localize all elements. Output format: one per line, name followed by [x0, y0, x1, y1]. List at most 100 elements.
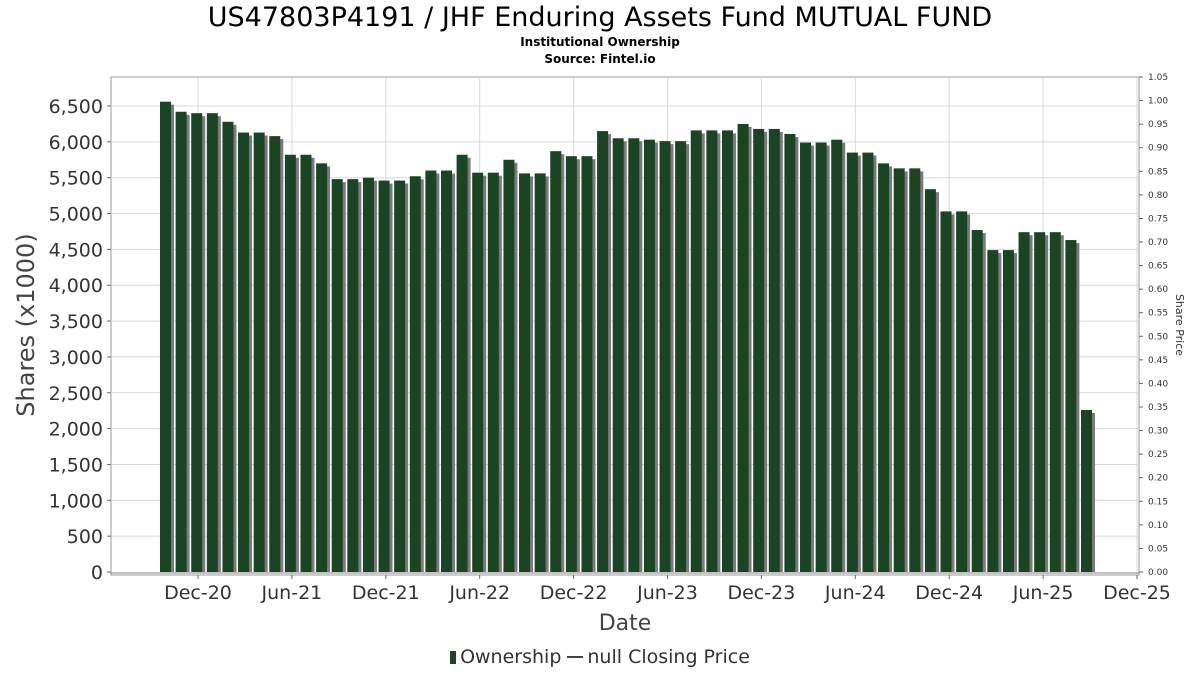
ownership-bar	[924, 189, 936, 572]
ownership-bar	[394, 180, 406, 572]
ownership-bar	[1081, 409, 1092, 572]
x-tick-label: Dec-25	[1103, 582, 1171, 604]
ownership-bar	[987, 250, 999, 572]
ownership-bar	[175, 111, 187, 572]
ownership-bar	[565, 156, 577, 572]
ownership-bar	[222, 121, 234, 572]
ownership-bar	[160, 101, 171, 573]
ownership-bar	[238, 132, 250, 572]
y2-tick-label: 0.55	[1148, 309, 1168, 319]
ownership-bar	[612, 138, 624, 572]
ownership-bar	[581, 156, 593, 572]
y-tick-label: 500	[67, 526, 103, 548]
ownership-bar	[316, 163, 328, 572]
ownership-bar	[659, 141, 671, 573]
ownership-bar	[472, 172, 484, 573]
ownership-bar	[690, 130, 702, 573]
ownership-bar	[331, 179, 343, 572]
y2-tick-label: 0.00	[1148, 568, 1168, 578]
x-tick-label: Jun-21	[261, 582, 323, 604]
y2-tick-label: 0.25	[1148, 450, 1168, 460]
y2-axis-label: Share Price	[1173, 294, 1186, 356]
ownership-bar	[456, 154, 468, 572]
y-tick-label: 1,500	[49, 454, 103, 476]
y2-tick-label: 1.00	[1148, 97, 1168, 107]
ownership-bar	[956, 211, 968, 572]
ownership-bar	[628, 138, 640, 572]
ownership-bar	[1018, 232, 1030, 572]
y-tick-label: 4,000	[49, 275, 103, 297]
ownership-bar	[440, 170, 452, 572]
ownership-bar	[1049, 232, 1061, 572]
legend-price-label: null Closing Price	[587, 646, 750, 668]
ownership-bar	[909, 168, 921, 572]
ownership-bar	[737, 123, 749, 572]
ownership-bar	[846, 152, 858, 572]
ownership-bar	[643, 139, 655, 573]
ownership-bar	[378, 180, 390, 572]
ownership-bar	[503, 159, 515, 572]
chart-title: US47803P4191 / JHF Enduring Assets Fund …	[207, 2, 993, 33]
x-tick-label: Dec-24	[915, 582, 983, 604]
ownership-bar	[550, 151, 562, 573]
y2-tick-label: 0.60	[1148, 285, 1168, 295]
y2-tick-label: 0.40	[1148, 379, 1168, 389]
ownership-bar	[768, 128, 780, 573]
y2-tick-label: 0.20	[1148, 474, 1168, 484]
y2-tick-label: 0.95	[1148, 120, 1168, 130]
ownership-bar	[425, 170, 437, 572]
ownership-bar	[675, 141, 687, 573]
y2-tick-label: 0.90	[1148, 144, 1168, 154]
x-tick-label: Dec-22	[540, 582, 608, 604]
y-tick-label: 6,000	[49, 132, 103, 154]
x-tick-label: Jun-25	[1012, 582, 1074, 604]
price-legend-line	[567, 656, 584, 658]
ownership-bar	[487, 172, 499, 573]
chart-source: Source: Fintel.io	[544, 52, 656, 66]
y-tick-label: 2,500	[49, 383, 103, 405]
ownership-bar	[862, 152, 874, 572]
ownership-bar	[721, 130, 733, 573]
ownership-bar	[784, 133, 796, 572]
x-tick-label: Jun-22	[448, 582, 510, 604]
y2-tick-label: 0.10	[1148, 521, 1168, 531]
ownership-legend-swatch	[450, 651, 457, 664]
y2-tick-label: 1.05	[1148, 73, 1168, 83]
y2-tick-label: 0.85	[1148, 167, 1168, 177]
ownership-bar	[519, 173, 531, 573]
ownership-bar	[893, 168, 905, 572]
ownership-bar	[971, 230, 983, 572]
y-tick-label: 1,000	[49, 490, 103, 512]
ownership-bar	[300, 154, 312, 572]
ownership-bar	[1002, 250, 1014, 572]
y-tick-label: 6,500	[49, 96, 103, 118]
x-tick-label: Dec-23	[727, 582, 795, 604]
y-tick-label: 5,000	[49, 204, 103, 226]
ownership-bar	[409, 176, 421, 572]
ownership-bar	[534, 173, 546, 573]
x-tick-label: Jun-23	[636, 582, 698, 604]
y-tick-label: 0	[91, 562, 103, 584]
y2-tick-label: 0.80	[1148, 191, 1168, 201]
ownership-bar	[831, 139, 843, 573]
chart-subtitle: Institutional Ownership	[520, 35, 680, 49]
ownership-bar	[284, 154, 296, 572]
y2-tick-label: 0.45	[1148, 356, 1168, 366]
chart-legend: Ownership null Closing Price	[0, 646, 1200, 668]
x-axis-label: Date	[599, 611, 652, 636]
ownership-bar	[815, 142, 827, 572]
ownership-bar	[1065, 240, 1077, 572]
x-tick-label: Dec-21	[352, 582, 420, 604]
y2-tick-label: 0.05	[1148, 544, 1168, 554]
ownership-bar	[597, 131, 609, 573]
ownership-bar	[878, 163, 890, 572]
y2-tick-label: 0.30	[1148, 427, 1168, 437]
y2-tick-label: 0.35	[1148, 403, 1168, 413]
ownership-bar	[269, 136, 281, 572]
ownership-bar	[706, 130, 718, 573]
y-tick-label: 4,500	[49, 239, 103, 261]
y-tick-label: 2,000	[49, 419, 103, 441]
y-tick-label: 5,500	[49, 168, 103, 190]
ownership-bar	[191, 113, 203, 573]
